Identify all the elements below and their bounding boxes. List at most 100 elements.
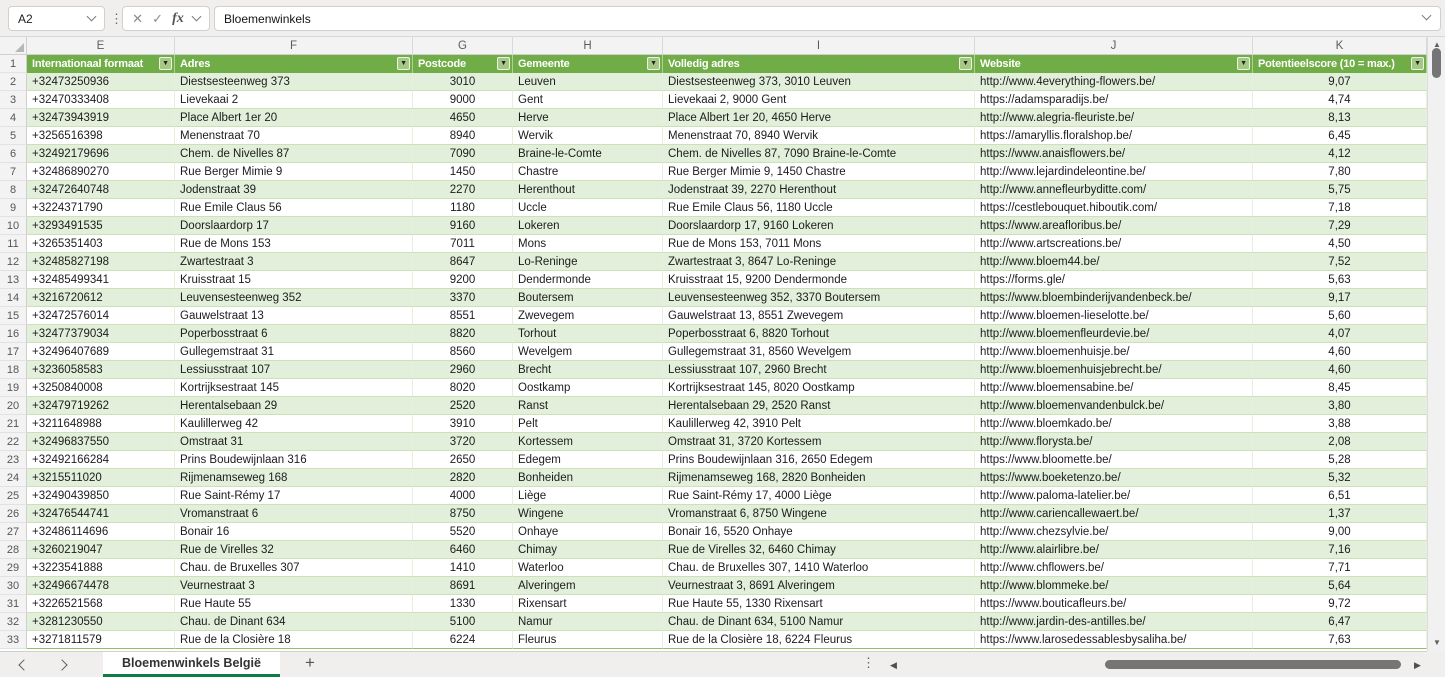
row-header-5[interactable]: 5 [0,127,27,145]
cell-K7[interactable]: 7,80 [1253,163,1427,181]
cell-J19[interactable]: http://www.bloemensabine.be/ [975,379,1253,397]
row-header-11[interactable]: 11 [0,235,27,253]
cell-I33[interactable]: Rue de la Closière 18, 6224 Fleurus [663,631,975,649]
cell-G20[interactable]: 2520 [413,397,513,415]
formula-input[interactable]: Bloemenwinkels [214,6,1441,31]
cell-G19[interactable]: 8020 [413,379,513,397]
sheet-tab-active[interactable]: Bloemenwinkels België [103,652,280,677]
cell-G31[interactable]: 1330 [413,595,513,613]
cell-E18[interactable]: +3236058583 [27,361,175,379]
filter-button-icon[interactable]: ▼ [159,57,172,70]
horizontal-scroll-thumb[interactable] [1105,660,1401,669]
cell-F28[interactable]: Rue de Virelles 32 [175,541,413,559]
cell-H6[interactable]: Braine-le-Comte [513,145,663,163]
row-header-30[interactable]: 30 [0,577,27,595]
cell-K30[interactable]: 5,64 [1253,577,1427,595]
cell-E28[interactable]: +3260219047 [27,541,175,559]
cell-E10[interactable]: +3293491535 [27,217,175,235]
cell-I16[interactable]: Poperbosstraat 6, 8820 Torhout [663,325,975,343]
cell-F9[interactable]: Rue Emile Claus 56 [175,199,413,217]
cell-I10[interactable]: Doorslaardorp 17, 9160 Lokeren [663,217,975,235]
cell-H17[interactable]: Wevelgem [513,343,663,361]
row-header-17[interactable]: 17 [0,343,27,361]
cell-K6[interactable]: 4,12 [1253,145,1427,163]
add-sheet-icon[interactable]: + [305,653,315,672]
cell-F6[interactable]: Chem. de Nivelles 87 [175,145,413,163]
cell-G2[interactable]: 3010 [413,73,513,91]
cell-E16[interactable]: +32477379034 [27,325,175,343]
row-header-24[interactable]: 24 [0,469,27,487]
cell-E14[interactable]: +3216720612 [27,289,175,307]
header-cell-F[interactable]: Adres ▼ [175,55,413,73]
cell-K18[interactable]: 4,60 [1253,361,1427,379]
cell-F20[interactable]: Herentalsebaan 29 [175,397,413,415]
row-header-27[interactable]: 27 [0,523,27,541]
cell-H19[interactable]: Oostkamp [513,379,663,397]
cell-H27[interactable]: Onhaye [513,523,663,541]
cell-J30[interactable]: http://www.blommeke.be/ [975,577,1253,595]
row-header-7[interactable]: 7 [0,163,27,181]
cell-H22[interactable]: Kortessem [513,433,663,451]
vertical-scroll-thumb[interactable] [1432,48,1441,78]
cell-I4[interactable]: Place Albert 1er 20, 4650 Herve [663,109,975,127]
cell-J33[interactable]: https://www.larosedessablesbysaliha.be/ [975,631,1253,649]
cell-E21[interactable]: +3211648988 [27,415,175,433]
cell-J20[interactable]: http://www.bloemenvandenbulck.be/ [975,397,1253,415]
cell-F4[interactable]: Place Albert 1er 20 [175,109,413,127]
cell-I24[interactable]: Rijmenamseweg 168, 2820 Bonheiden [663,469,975,487]
cell-E32[interactable]: +3281230550 [27,613,175,631]
sheet-nav-left-icon[interactable] [18,659,30,671]
cell-K28[interactable]: 7,16 [1253,541,1427,559]
cell-I28[interactable]: Rue de Virelles 32, 6460 Chimay [663,541,975,559]
cell-F19[interactable]: Kortrijksestraat 145 [175,379,413,397]
cell-E3[interactable]: +32470333408 [27,91,175,109]
cell-F17[interactable]: Gullegemstraat 31 [175,343,413,361]
header-cell-J[interactable]: Website ▼ [975,55,1253,73]
cell-G29[interactable]: 1410 [413,559,513,577]
cell-K2[interactable]: 9,07 [1253,73,1427,91]
cell-F16[interactable]: Poperbosstraat 6 [175,325,413,343]
cell-E13[interactable]: +32485499341 [27,271,175,289]
name-box-chevron-icon[interactable] [86,11,97,22]
cell-I3[interactable]: Lievekaai 2, 9000 Gent [663,91,975,109]
cell-G3[interactable]: 9000 [413,91,513,109]
row-header-2[interactable]: 2 [0,73,27,91]
cell-K26[interactable]: 1,37 [1253,505,1427,523]
cell-F12[interactable]: Zwartestraat 3 [175,253,413,271]
row-header-13[interactable]: 13 [0,271,27,289]
cell-I12[interactable]: Zwartestraat 3, 8647 Lo-Reninge [663,253,975,271]
cell-E15[interactable]: +32472576014 [27,307,175,325]
cell-H7[interactable]: Chastre [513,163,663,181]
row-header-15[interactable]: 15 [0,307,27,325]
cell-E31[interactable]: +3226521568 [27,595,175,613]
cell-I6[interactable]: Chem. de Nivelles 87, 7090 Braine-le-Com… [663,145,975,163]
row-header-26[interactable]: 26 [0,505,27,523]
header-cell-H[interactable]: Gemeente ▼ [513,55,663,73]
cell-H26[interactable]: Wingene [513,505,663,523]
cell-I29[interactable]: Chau. de Bruxelles 307, 1410 Waterloo [663,559,975,577]
cell-E19[interactable]: +3250840008 [27,379,175,397]
filter-button-icon[interactable]: ▼ [1237,57,1250,70]
scroll-down-icon[interactable]: ▼ [1433,638,1441,647]
row-header-9[interactable]: 9 [0,199,27,217]
cell-H15[interactable]: Zwevegem [513,307,663,325]
cell-G22[interactable]: 3720 [413,433,513,451]
cell-F26[interactable]: Vromanstraat 6 [175,505,413,523]
row-header-3[interactable]: 3 [0,91,27,109]
row-header-31[interactable]: 31 [0,595,27,613]
cell-F7[interactable]: Rue Berger Mimie 9 [175,163,413,181]
cell-H28[interactable]: Chimay [513,541,663,559]
cell-J17[interactable]: http://www.bloemenhuisje.be/ [975,343,1253,361]
cell-K32[interactable]: 6,47 [1253,613,1427,631]
cell-H16[interactable]: Torhout [513,325,663,343]
cell-E9[interactable]: +3224371790 [27,199,175,217]
cell-F33[interactable]: Rue de la Closière 18 [175,631,413,649]
cell-I13[interactable]: Kruisstraat 15, 9200 Dendermonde [663,271,975,289]
cell-H29[interactable]: Waterloo [513,559,663,577]
cell-J5[interactable]: https://amaryllis.floralshop.be/ [975,127,1253,145]
cell-K33[interactable]: 7,63 [1253,631,1427,649]
row-header-12[interactable]: 12 [0,253,27,271]
row-header-4[interactable]: 4 [0,109,27,127]
cell-F13[interactable]: Kruisstraat 15 [175,271,413,289]
cell-G32[interactable]: 5100 [413,613,513,631]
